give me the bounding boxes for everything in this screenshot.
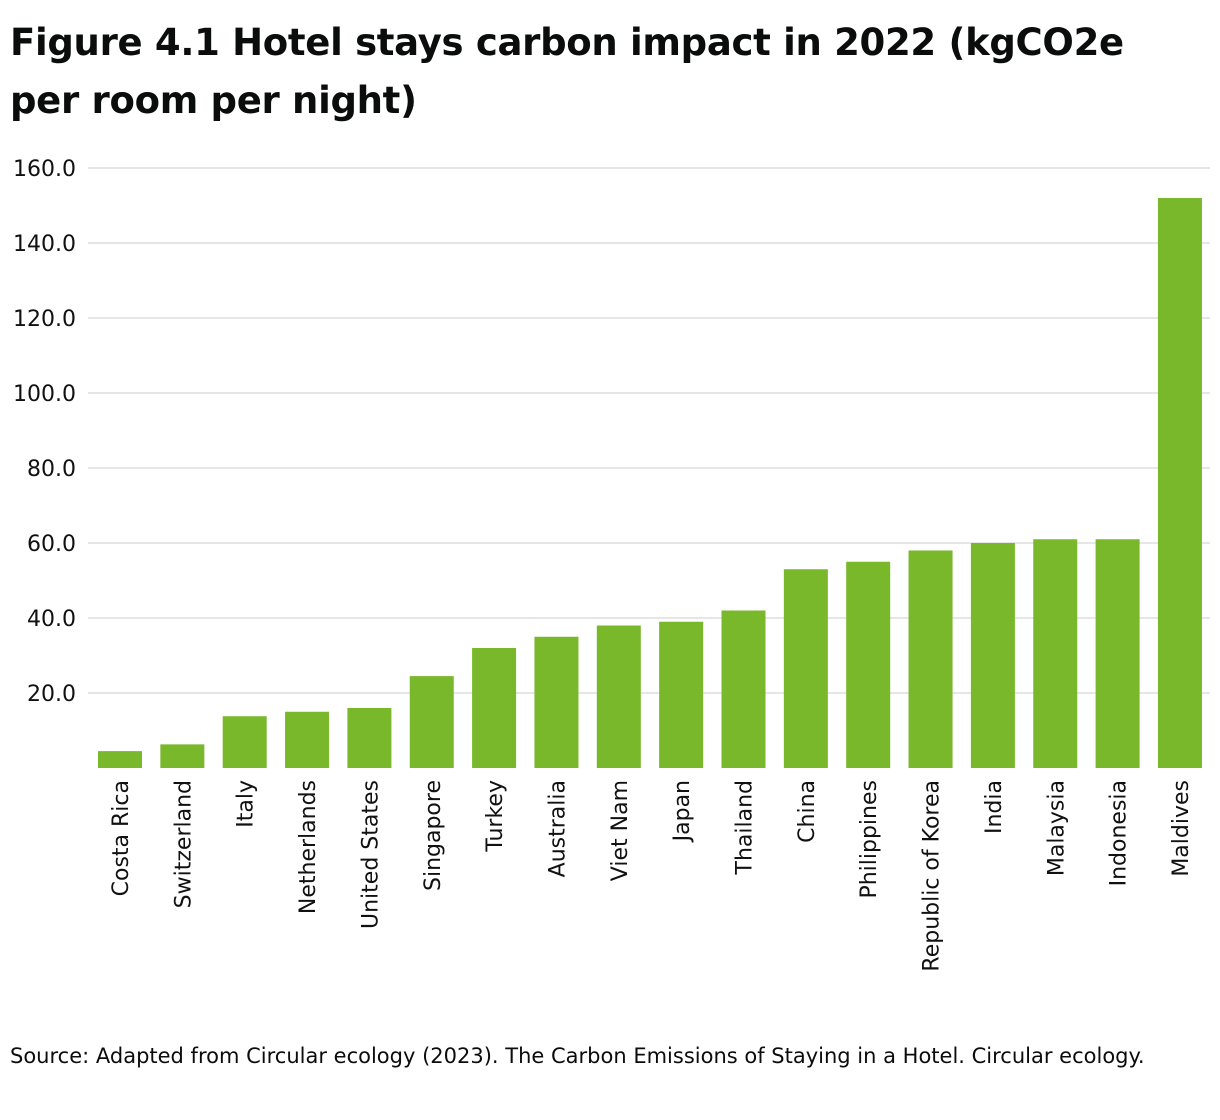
x-tick-label: Italy: [234, 780, 259, 828]
y-tick-label: 20.0: [27, 682, 76, 707]
x-tick-label: Costa Rica: [109, 780, 134, 896]
bar: [783, 569, 828, 768]
bar: [534, 636, 579, 768]
y-tick-label: 80.0: [27, 457, 76, 482]
bars: [98, 198, 1202, 768]
x-tick-label: Thailand: [733, 780, 758, 875]
y-tick-label: 120.0: [13, 307, 76, 332]
x-tick-label: Netherlands: [296, 780, 321, 914]
y-tick-label: 100.0: [13, 382, 76, 407]
bar: [596, 625, 641, 768]
x-tick-label: Switzerland: [171, 780, 196, 908]
y-tick-label: 40.0: [27, 607, 76, 632]
bar: [970, 543, 1015, 768]
bar: [721, 610, 766, 768]
x-tick-label: United States: [358, 780, 383, 929]
bar: [409, 676, 454, 768]
x-tick-label: Japan: [670, 780, 695, 843]
bar: [908, 550, 953, 768]
bar: [285, 711, 330, 768]
bar: [472, 648, 517, 768]
bar: [1095, 539, 1140, 768]
x-tick-label: Indonesia: [1107, 780, 1132, 886]
x-tick-label: India: [982, 780, 1007, 834]
x-tick-label: Viet Nam: [608, 780, 633, 881]
bar: [347, 708, 392, 768]
bar: [846, 561, 891, 768]
x-tick-label: Singapore: [421, 780, 446, 891]
y-tick-label: 60.0: [27, 532, 76, 557]
y-axis-tick-labels: 20.0 40.0 60.0 80.0 100.0 120.0 140.0 160.0: [13, 157, 76, 707]
bar: [1157, 198, 1202, 768]
bar-chart: 20.0 40.0 60.0 80.0 100.0 120.0 140.0 160.0 Cos…: [13, 157, 1210, 972]
bar: [659, 621, 704, 768]
x-tick-label: Maldives: [1169, 780, 1194, 877]
bar: [160, 744, 205, 768]
x-tick-label: China: [795, 780, 820, 843]
y-tick-label: 160.0: [13, 157, 76, 182]
x-tick-label: Turkey: [483, 780, 508, 853]
x-tick-label: Philippines: [857, 780, 882, 899]
gridlines: [88, 167, 1210, 694]
chart-title: Figure 4.1 Hotel stays carbon impact in …: [10, 21, 1124, 122]
bar: [222, 716, 267, 768]
bar: [1033, 539, 1078, 768]
x-axis-tick-labels: Costa Rica Switzerland Italy Netherlands Uni…: [109, 780, 1194, 972]
x-tick-label: Malaysia: [1044, 780, 1069, 876]
bar: [98, 751, 142, 768]
x-tick-label: Republic of Korea: [920, 780, 945, 972]
y-tick-label: 140.0: [13, 232, 76, 257]
source-note: Source: Adapted from Circular ecology (2…: [10, 1044, 1145, 1068]
x-tick-label: Australia: [545, 780, 570, 877]
